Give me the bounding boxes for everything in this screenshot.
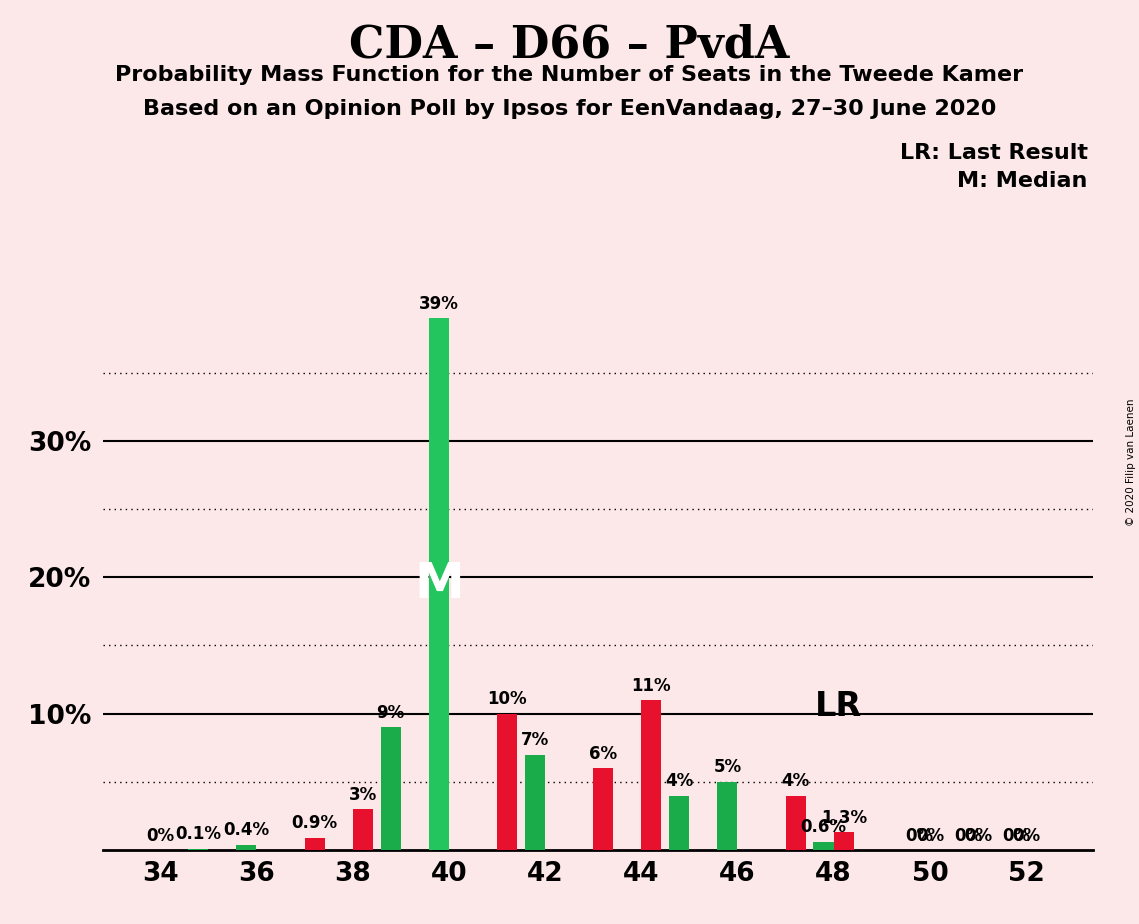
Text: Probability Mass Function for the Number of Seats in the Tweede Kamer: Probability Mass Function for the Number… bbox=[115, 65, 1024, 85]
Text: 7%: 7% bbox=[521, 731, 549, 749]
Bar bbox=[670, 796, 689, 850]
Text: M: M bbox=[413, 560, 464, 608]
Bar bbox=[525, 755, 546, 850]
Text: 0.4%: 0.4% bbox=[223, 821, 270, 839]
Bar bbox=[641, 700, 662, 850]
Text: 0.9%: 0.9% bbox=[292, 814, 337, 833]
Text: LR: LR bbox=[814, 690, 861, 723]
Text: 6%: 6% bbox=[589, 745, 617, 763]
Bar bbox=[813, 842, 834, 850]
Text: M: Median: M: Median bbox=[958, 171, 1088, 191]
Text: Based on an Opinion Poll by Ipsos for EenVandaag, 27–30 June 2020: Based on an Opinion Poll by Ipsos for Ee… bbox=[142, 99, 997, 119]
Text: 0%: 0% bbox=[953, 827, 982, 845]
Text: 5%: 5% bbox=[713, 759, 741, 776]
Text: 4%: 4% bbox=[781, 772, 810, 790]
Bar bbox=[428, 318, 449, 850]
Bar bbox=[188, 849, 208, 850]
Text: CDA – D66 – PvdA: CDA – D66 – PvdA bbox=[350, 23, 789, 67]
Text: 1.3%: 1.3% bbox=[821, 808, 867, 827]
Bar bbox=[718, 782, 737, 850]
Text: 0%: 0% bbox=[964, 827, 992, 845]
Bar bbox=[834, 833, 854, 850]
Text: 9%: 9% bbox=[377, 704, 404, 722]
Text: 11%: 11% bbox=[631, 676, 671, 695]
Bar bbox=[353, 809, 372, 850]
Bar bbox=[593, 768, 614, 850]
Bar bbox=[236, 845, 256, 850]
Text: © 2020 Filip van Laenen: © 2020 Filip van Laenen bbox=[1126, 398, 1136, 526]
Text: 0%: 0% bbox=[906, 827, 934, 845]
Text: 0.1%: 0.1% bbox=[175, 825, 221, 844]
Text: 10%: 10% bbox=[487, 690, 527, 708]
Bar bbox=[304, 838, 325, 850]
Bar bbox=[786, 796, 805, 850]
Text: 0%: 0% bbox=[1013, 827, 1040, 845]
Text: 3%: 3% bbox=[349, 785, 377, 804]
Text: 39%: 39% bbox=[419, 295, 459, 312]
Bar bbox=[497, 713, 517, 850]
Text: 0%: 0% bbox=[146, 827, 174, 845]
Text: 4%: 4% bbox=[665, 772, 694, 790]
Text: 0%: 0% bbox=[916, 827, 944, 845]
Bar bbox=[380, 727, 401, 850]
Text: 0%: 0% bbox=[1002, 827, 1030, 845]
Text: 0.6%: 0.6% bbox=[801, 819, 846, 836]
Text: LR: Last Result: LR: Last Result bbox=[900, 143, 1088, 164]
